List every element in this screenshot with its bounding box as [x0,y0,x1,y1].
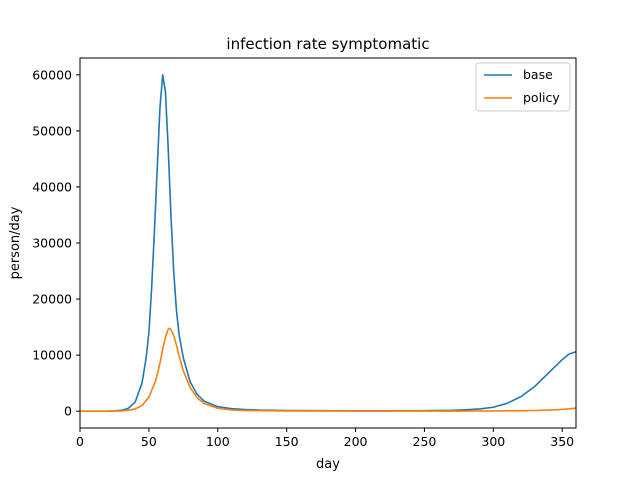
legend: base policy [475,62,571,112]
y-tick-label: 20000 [32,292,72,307]
x-tick-label: 100 [206,434,230,449]
x-axis-ticks: 0 50 100 150 200 250 300 350 [76,428,574,449]
y-tick-label: 50000 [32,123,72,138]
plot-area [80,58,576,428]
plot-frame [79,57,577,429]
y-tick-label: 40000 [32,179,72,194]
y-axis-ticks: 0 10000 20000 30000 40000 50000 60000 [32,67,80,419]
legend-label-policy: policy [523,90,560,105]
x-tick-label: 200 [344,434,368,449]
y-tick-label: 60000 [32,67,72,82]
series-line-policy [80,327,577,412]
y-tick-label: 10000 [32,348,72,363]
y-axis-label: person/day [8,206,23,279]
x-tick-label: 350 [550,434,574,449]
series-lines [80,74,577,412]
x-axis-label: day [316,457,340,472]
y-tick-label: 30000 [32,236,72,251]
x-tick-label: 0 [76,434,84,449]
x-tick-label: 250 [413,434,437,449]
y-tick-label: 0 [64,404,72,419]
chart-title: infection rate symptomatic [226,35,429,53]
x-tick-label: 300 [481,434,505,449]
series-line-base [80,74,577,412]
x-tick-label: 50 [141,434,157,449]
legend-label-base: base [523,67,553,82]
x-tick-label: 150 [275,434,299,449]
